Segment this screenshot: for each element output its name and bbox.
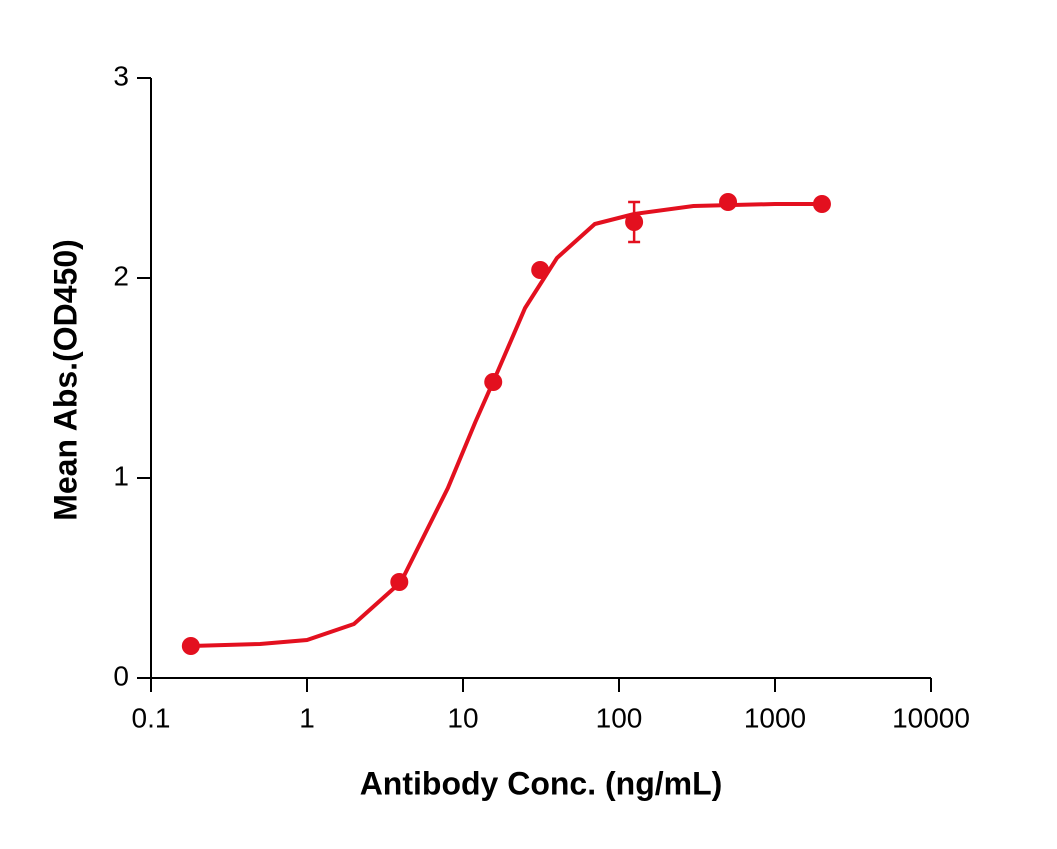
x-tick-label: 10000 bbox=[892, 702, 970, 733]
y-axis-title: Mean Abs.(OD450) bbox=[47, 239, 83, 521]
data-point bbox=[531, 261, 550, 279]
x-tick-label: 1000 bbox=[744, 702, 806, 733]
x-tick-label: 10 bbox=[447, 702, 478, 733]
x-tick-label: 100 bbox=[596, 702, 643, 733]
y-tick-label: 0 bbox=[113, 660, 129, 691]
x-tick-label: 1 bbox=[299, 702, 315, 733]
y-tick-label: 1 bbox=[113, 460, 129, 491]
data-point bbox=[625, 213, 644, 231]
y-tick-label: 3 bbox=[113, 60, 129, 91]
data-point bbox=[484, 373, 503, 391]
x-tick-label: 0.1 bbox=[132, 702, 171, 733]
data-point bbox=[181, 637, 200, 655]
data-point bbox=[812, 195, 831, 213]
x-axis-title: Antibody Conc. (ng/mL) bbox=[360, 765, 723, 801]
data-point bbox=[719, 193, 738, 211]
y-tick-label: 2 bbox=[113, 260, 129, 291]
fit-curve bbox=[190, 202, 822, 648]
data-point bbox=[390, 573, 409, 591]
